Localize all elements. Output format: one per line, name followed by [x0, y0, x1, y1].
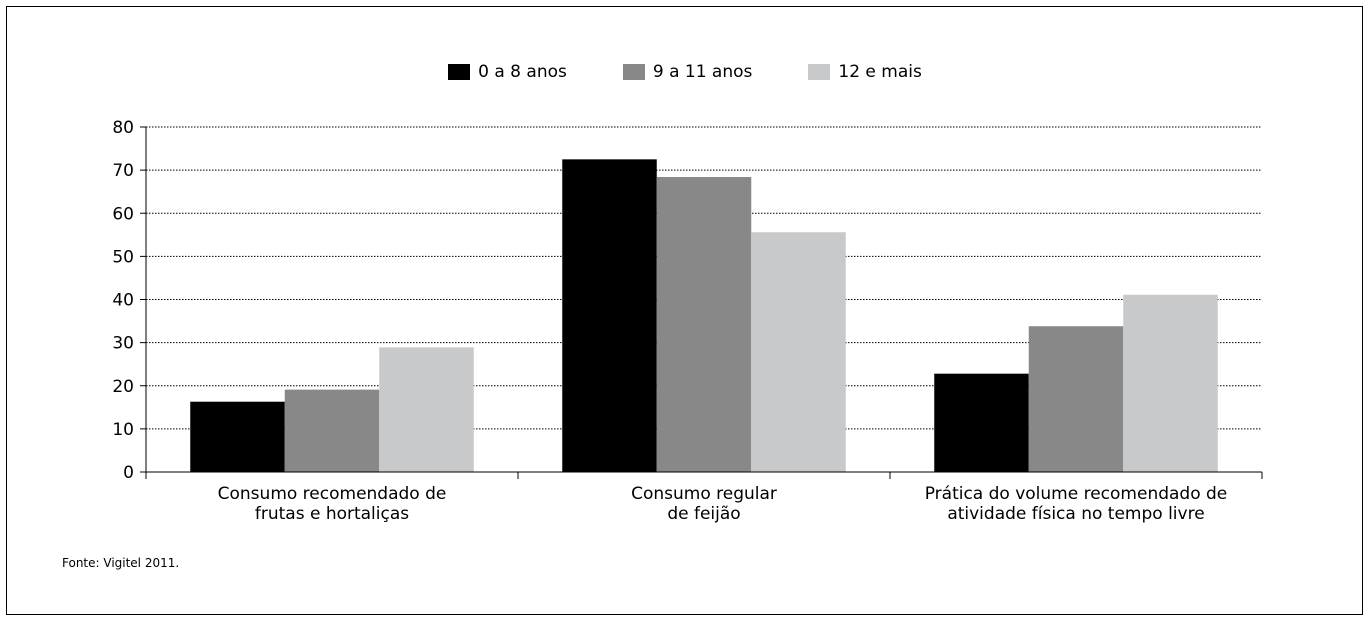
bar-cat0-series2 [379, 347, 474, 472]
legend-item-12-mais: 12 e mais [808, 62, 922, 82]
bar-cat0-series1 [284, 389, 380, 472]
legend-swatch-12-mais [808, 64, 831, 80]
legend-label-12-mais: 12 e mais [838, 62, 922, 82]
legend-swatch-9-11 [622, 64, 645, 80]
y-tick-label-40: 40 [112, 291, 134, 311]
y-tick-label-70: 70 [112, 161, 134, 181]
bar-cat2-series1 [1028, 326, 1124, 472]
bar-cat1-series2 [751, 232, 846, 472]
y-tick-label-60: 60 [112, 204, 134, 224]
x-category-label-2: Prática do volume recomendado de atividad… [925, 484, 1228, 524]
y-tick-label-10: 10 [112, 420, 134, 440]
source-note: Fonte: Vigitel 2011. [62, 556, 180, 570]
bar-cat0-series0 [190, 401, 285, 472]
legend-item-9-11: 9 a 11 anos [622, 62, 753, 82]
legend-item-0-8: 0 a 8 anos [448, 62, 567, 82]
x-category-label-1: Consumo regular de feijão [631, 484, 777, 524]
y-tick-label-50: 50 [112, 247, 134, 267]
legend-label-0-8: 0 a 8 anos [478, 62, 567, 82]
bar-cat2-series0 [934, 373, 1029, 472]
y-tick-label-80: 80 [112, 118, 134, 138]
y-tick-label-0: 0 [123, 463, 134, 483]
legend-label-9-11: 9 a 11 anos [652, 62, 753, 82]
bar-cat1-series1 [656, 177, 752, 472]
bar-cat1-series0 [562, 159, 657, 472]
bar-cat2-series2 [1123, 294, 1218, 472]
y-tick-label-30: 30 [112, 334, 134, 354]
x-category-label-0: Consumo recomendado de frutas e hortaliça… [218, 484, 447, 524]
legend-swatch-0-8 [448, 64, 471, 80]
chart-legend: 0 a 8 anos 9 a 11 anos 12 e mais [0, 62, 1370, 82]
y-tick-label-20: 20 [112, 377, 134, 397]
